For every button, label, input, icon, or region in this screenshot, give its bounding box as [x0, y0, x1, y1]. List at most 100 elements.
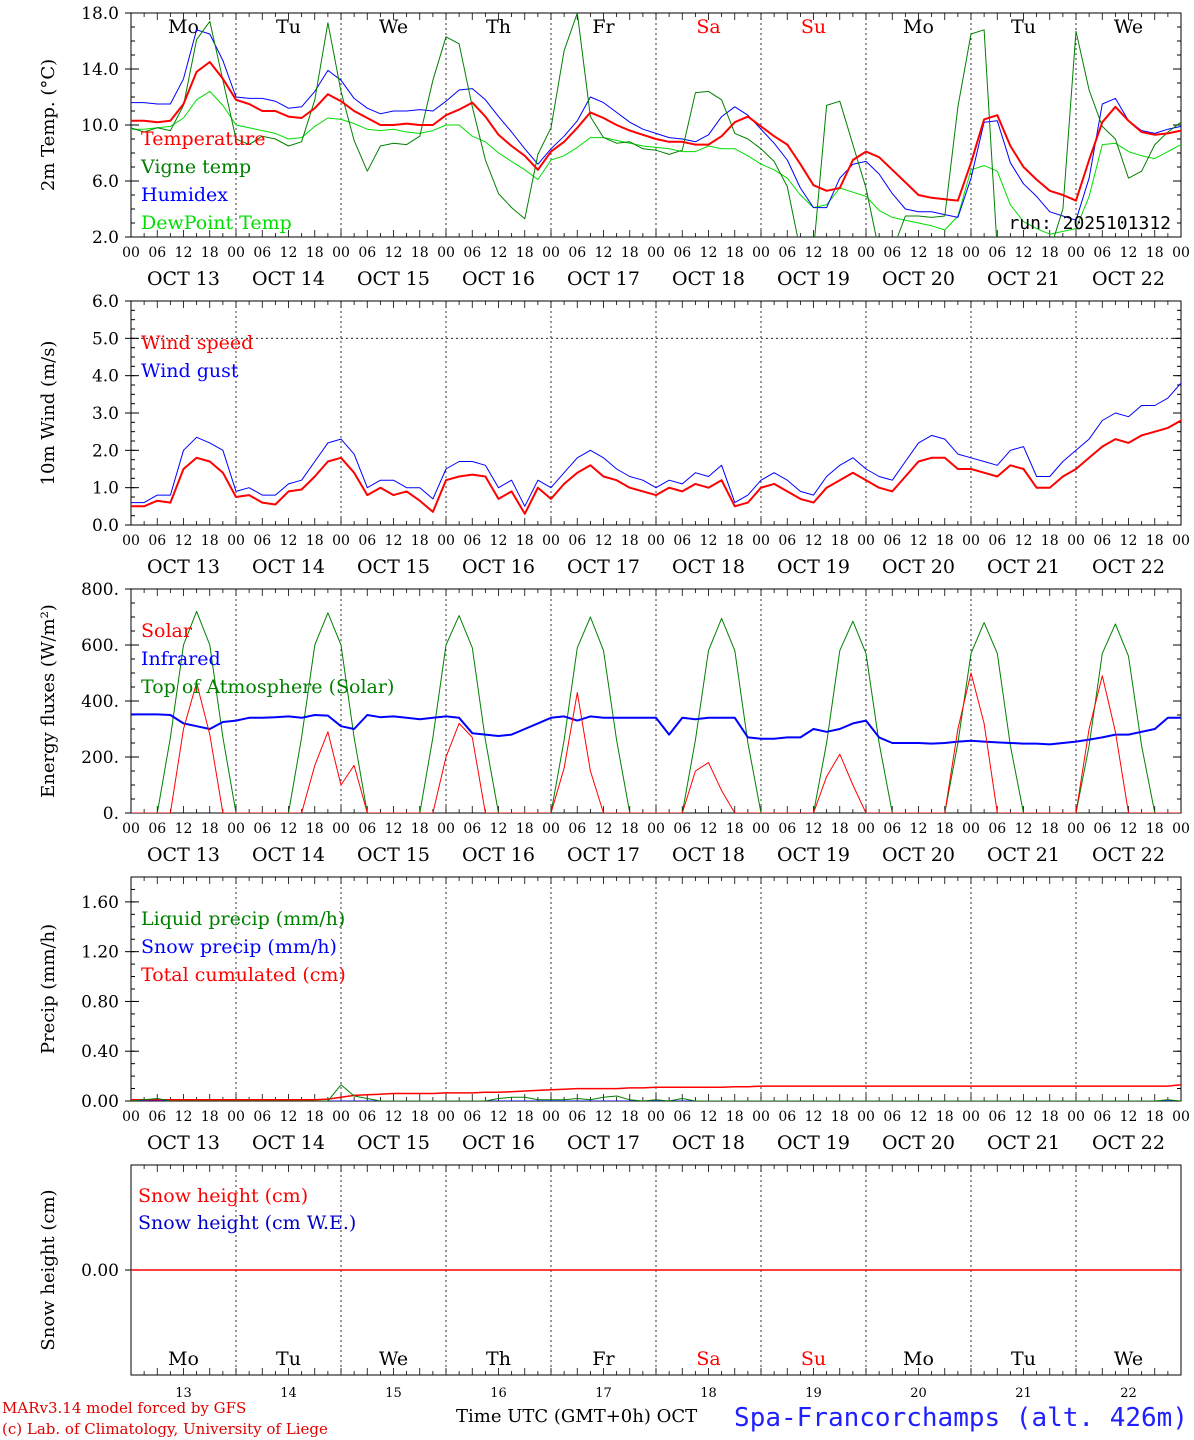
hour-label: 06	[883, 821, 901, 837]
legend-entry: Total cumulated (cm)	[141, 964, 346, 986]
series-solar	[131, 672, 1181, 813]
day-number-label: 21	[1015, 1386, 1032, 1401]
date-label: OCT 14	[252, 1132, 325, 1154]
legend-entry: Top of Atmosphere (Solar)	[141, 676, 394, 698]
x-axis-title: Time UTC (GMT+0h) OCT	[456, 1406, 698, 1427]
hour-label: 06	[568, 1109, 586, 1125]
hour-label: 18	[306, 821, 324, 837]
hour-label: 00	[647, 1109, 665, 1125]
y-tick-label: 0.40	[81, 1042, 119, 1062]
y-axis-label: Precip (mm/h)	[38, 924, 59, 1054]
series-dewpoint-temp	[131, 90, 1181, 235]
hour-label: 00	[227, 533, 245, 549]
hour-label: 18	[516, 533, 534, 549]
hour-label: 00	[647, 533, 665, 549]
hour-label: 12	[805, 245, 823, 261]
hour-label: 18	[411, 821, 429, 837]
hour-label: 18	[1146, 533, 1164, 549]
hour-label: 00	[437, 1109, 455, 1125]
hour-label: 12	[910, 245, 928, 261]
hour-label: 00	[332, 533, 350, 549]
hour-label: 00	[542, 245, 560, 261]
date-label: OCT 16	[462, 1132, 535, 1154]
hour-label: 06	[883, 245, 901, 261]
day-number-label: 13	[175, 1386, 192, 1401]
hour-label: 12	[805, 1109, 823, 1125]
hour-label: 12	[1120, 533, 1138, 549]
day-number-label: 22	[1120, 1386, 1137, 1401]
hour-label: 18	[201, 245, 219, 261]
weekday-label: Tu	[276, 16, 301, 38]
hour-label: 12	[490, 533, 508, 549]
date-label: OCT 17	[567, 268, 640, 290]
hour-label: 12	[910, 1109, 928, 1125]
weekday-label: Mo	[168, 16, 199, 38]
y-axis-label: Energy fluxes (W/m²)	[38, 604, 59, 798]
hour-label: 06	[883, 533, 901, 549]
day-number-label: 19	[805, 1386, 822, 1401]
hour-label: 06	[1093, 533, 1111, 549]
hour-label: 18	[411, 533, 429, 549]
y-tick-label: 200.	[81, 748, 119, 768]
date-label: OCT 17	[567, 556, 640, 578]
legend-entry: Wind gust	[141, 360, 239, 382]
hour-label: 12	[1015, 533, 1033, 549]
weekday-label: Tu	[1011, 16, 1036, 38]
hour-label: 18	[621, 821, 639, 837]
day-number-label: 15	[385, 1386, 402, 1401]
weekday-label: Mo	[168, 1348, 199, 1370]
date-label: OCT 20	[882, 1132, 955, 1154]
hour-label: 18	[1146, 245, 1164, 261]
date-label: OCT 21	[987, 1132, 1060, 1154]
hour-label: 00	[542, 1109, 560, 1125]
hour-label: 12	[175, 821, 193, 837]
date-label: OCT 22	[1092, 844, 1165, 866]
date-label: OCT 16	[462, 268, 535, 290]
hour-label: 18	[516, 245, 534, 261]
legend-entry: Snow precip (mm/h)	[141, 936, 337, 958]
hour-label: 06	[778, 1109, 796, 1125]
weekday-label: Th	[486, 16, 511, 38]
hour-label: 00	[962, 821, 980, 837]
hour-label: 00	[332, 821, 350, 837]
hour-label: 00	[857, 821, 875, 837]
y-tick-label: 0.80	[81, 992, 119, 1012]
series-wind-gust	[131, 382, 1181, 507]
hour-label: 18	[726, 245, 744, 261]
date-label: OCT 19	[777, 268, 850, 290]
hour-label: 18	[516, 1109, 534, 1125]
hour-label: 12	[490, 245, 508, 261]
hour-label: 06	[253, 1109, 271, 1125]
series-liquid-precip-mm-h-	[131, 1084, 1181, 1101]
panel-temperature: 2.0 6.0 10.0 14.0 18.0 2m Temp. (°C) 00 06 12 18 O…	[38, 4, 1190, 290]
hour-label: 12	[595, 245, 613, 261]
hour-label: 00	[857, 533, 875, 549]
hour-label: 06	[463, 821, 481, 837]
y-tick-label: 0.00	[81, 1261, 119, 1281]
hour-label: 00	[1067, 821, 1085, 837]
hour-label: 12	[700, 245, 718, 261]
hour-label: 00	[227, 1109, 245, 1125]
hour-label: 00	[227, 821, 245, 837]
weekday-label: We	[379, 1348, 408, 1370]
legend-entry: Vigne temp	[140, 156, 251, 178]
hour-label: 18	[936, 245, 954, 261]
hour-label: 12	[595, 821, 613, 837]
weekday-label: We	[1114, 1348, 1143, 1370]
hour-label: 12	[280, 821, 298, 837]
y-tick-label: 10.0	[81, 116, 119, 136]
hour-label: 00	[1067, 245, 1085, 261]
hour-label: 18	[1146, 1109, 1164, 1125]
hour-label: 18	[306, 1109, 324, 1125]
hour-label: 12	[700, 821, 718, 837]
hour-label: 06	[1093, 1109, 1111, 1125]
hour-label: 00	[962, 1109, 980, 1125]
y-tick-label: 6.0	[92, 172, 119, 192]
y-tick-label: 18.0	[81, 4, 119, 24]
y-tick-label: 2.0	[92, 441, 119, 461]
hour-label: 00	[122, 533, 140, 549]
hour-label: 12	[595, 1109, 613, 1125]
weekday-label: Fr	[592, 1348, 615, 1370]
hour-label: 06	[883, 1109, 901, 1125]
hour-label: 18	[726, 1109, 744, 1125]
